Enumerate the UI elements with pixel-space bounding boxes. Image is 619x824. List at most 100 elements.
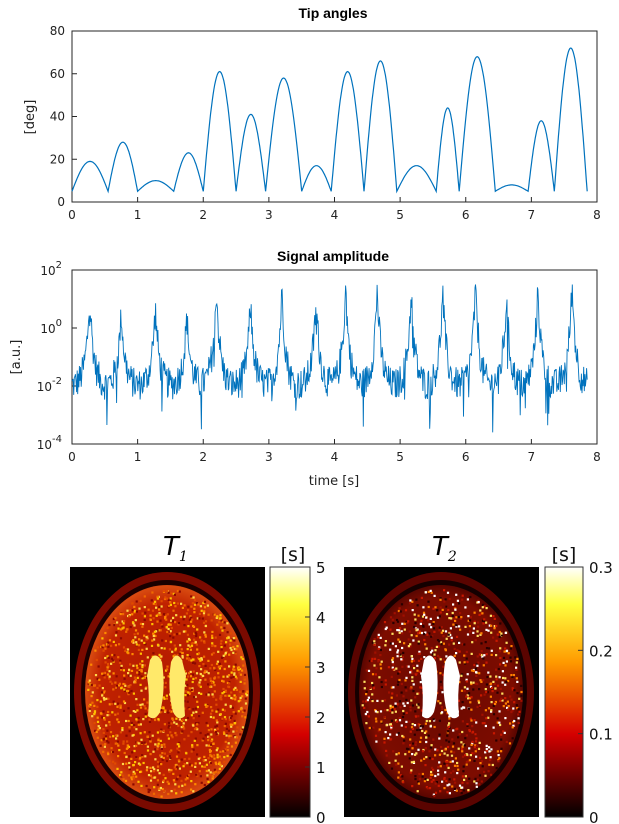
brain-pixel xyxy=(119,637,123,640)
brain-pixel xyxy=(133,624,136,627)
brain-pixel xyxy=(489,695,492,698)
brain-pixel xyxy=(156,783,159,786)
brain-pixel xyxy=(234,663,237,666)
brain-pixel xyxy=(91,701,94,704)
brain-pixel xyxy=(137,723,140,726)
brain-pixel xyxy=(136,703,139,706)
brain-pixel xyxy=(461,755,465,758)
brain-pixel xyxy=(207,672,210,675)
brain-pixel xyxy=(395,694,398,697)
brain-pixel xyxy=(391,642,394,645)
brain-pixel xyxy=(239,733,242,736)
brain-pixel xyxy=(141,703,144,706)
brain-pixel xyxy=(453,787,456,790)
brain-pixel xyxy=(487,716,490,719)
brain-pixel xyxy=(223,621,226,624)
brain-pixel xyxy=(100,739,103,742)
brain-pixel xyxy=(119,628,122,631)
brain-pixel xyxy=(170,790,173,793)
brain-pixel xyxy=(461,598,464,601)
brain-pixel xyxy=(186,640,189,643)
brain-pixel xyxy=(89,703,92,706)
brain-pixel xyxy=(183,700,186,703)
brain-pixel xyxy=(169,623,172,626)
brain-pixel xyxy=(198,657,201,661)
brain-pixel xyxy=(428,623,431,626)
brain-pixel xyxy=(210,728,213,731)
brain-pixel xyxy=(110,703,113,706)
brain-pixel xyxy=(380,660,383,663)
brain-pixel xyxy=(498,676,501,679)
brain-pixel xyxy=(365,693,368,696)
brain-pixel xyxy=(458,650,461,653)
brain-pixel xyxy=(223,760,226,764)
brain-pixel xyxy=(237,700,240,703)
brain-pixel xyxy=(432,607,435,610)
brain-pixel xyxy=(428,757,431,760)
brain-pixel xyxy=(420,709,423,712)
brain-pixel xyxy=(416,692,419,695)
brain-pixel xyxy=(235,729,238,733)
brain-pixel xyxy=(162,773,165,776)
brain-pixel xyxy=(124,779,128,782)
brain-pixel xyxy=(133,745,136,748)
brain-pixel xyxy=(223,667,226,671)
brain-pixel xyxy=(116,684,119,688)
brain-pixel xyxy=(199,659,202,662)
brain-pixel xyxy=(458,784,462,787)
brain-pixel xyxy=(130,721,133,725)
brain-pixel xyxy=(157,742,160,745)
brain-pixel xyxy=(450,617,453,620)
brain-pixel xyxy=(485,653,488,656)
brain-pixel xyxy=(109,680,112,683)
brain-pixel xyxy=(224,660,227,663)
signal-xlabel: time [s] xyxy=(309,474,359,489)
brain-pixel xyxy=(511,726,514,729)
brain-pixel xyxy=(466,724,469,727)
brain-pixel xyxy=(128,768,131,771)
brain-pixel xyxy=(437,773,440,776)
brain-pixel xyxy=(99,744,102,747)
brain-pixel xyxy=(436,654,440,657)
brain-pixel xyxy=(119,731,122,734)
brain-pixel xyxy=(197,652,201,655)
brain-pixel xyxy=(187,774,191,777)
brain-pixel xyxy=(91,691,94,694)
brain-pixel xyxy=(117,744,120,747)
brain-pixel xyxy=(463,690,466,693)
brain-pixel xyxy=(410,726,414,729)
brain-pixel xyxy=(511,709,514,712)
brain-pixel xyxy=(181,784,184,787)
brain-pixel xyxy=(414,778,417,781)
brain-pixel xyxy=(453,617,456,620)
brain-pixel xyxy=(371,699,374,703)
brain-pixel xyxy=(176,653,179,657)
brain-pixel xyxy=(395,618,399,622)
brain-pixel xyxy=(477,767,480,770)
brain-pixel xyxy=(498,710,501,713)
brain-pixel xyxy=(160,744,163,747)
brain-pixel xyxy=(429,776,432,779)
brain-pixel xyxy=(180,779,183,782)
brain-pixel xyxy=(474,777,477,780)
brain-pixel xyxy=(398,629,401,632)
brain-pixel xyxy=(505,740,508,743)
brain-pixel xyxy=(202,758,205,762)
brain-pixel xyxy=(118,749,121,752)
brain-pixel xyxy=(139,763,142,766)
brain-pixel xyxy=(149,779,153,782)
brain-pixel xyxy=(392,668,395,671)
brain-pixel xyxy=(218,633,222,636)
brain-pixel xyxy=(474,744,477,747)
brain-pixel xyxy=(409,599,412,602)
brain-pixel xyxy=(200,692,203,695)
brain-pixel xyxy=(379,648,382,652)
brain-pixel xyxy=(139,599,142,602)
brain-pixel xyxy=(220,646,223,649)
brain-pixel xyxy=(430,780,433,783)
brain-pixel xyxy=(162,590,165,593)
brain-pixel xyxy=(94,649,97,652)
brain-pixel xyxy=(399,653,402,656)
brain-pixel xyxy=(498,721,501,724)
brain-pixel xyxy=(160,647,163,650)
